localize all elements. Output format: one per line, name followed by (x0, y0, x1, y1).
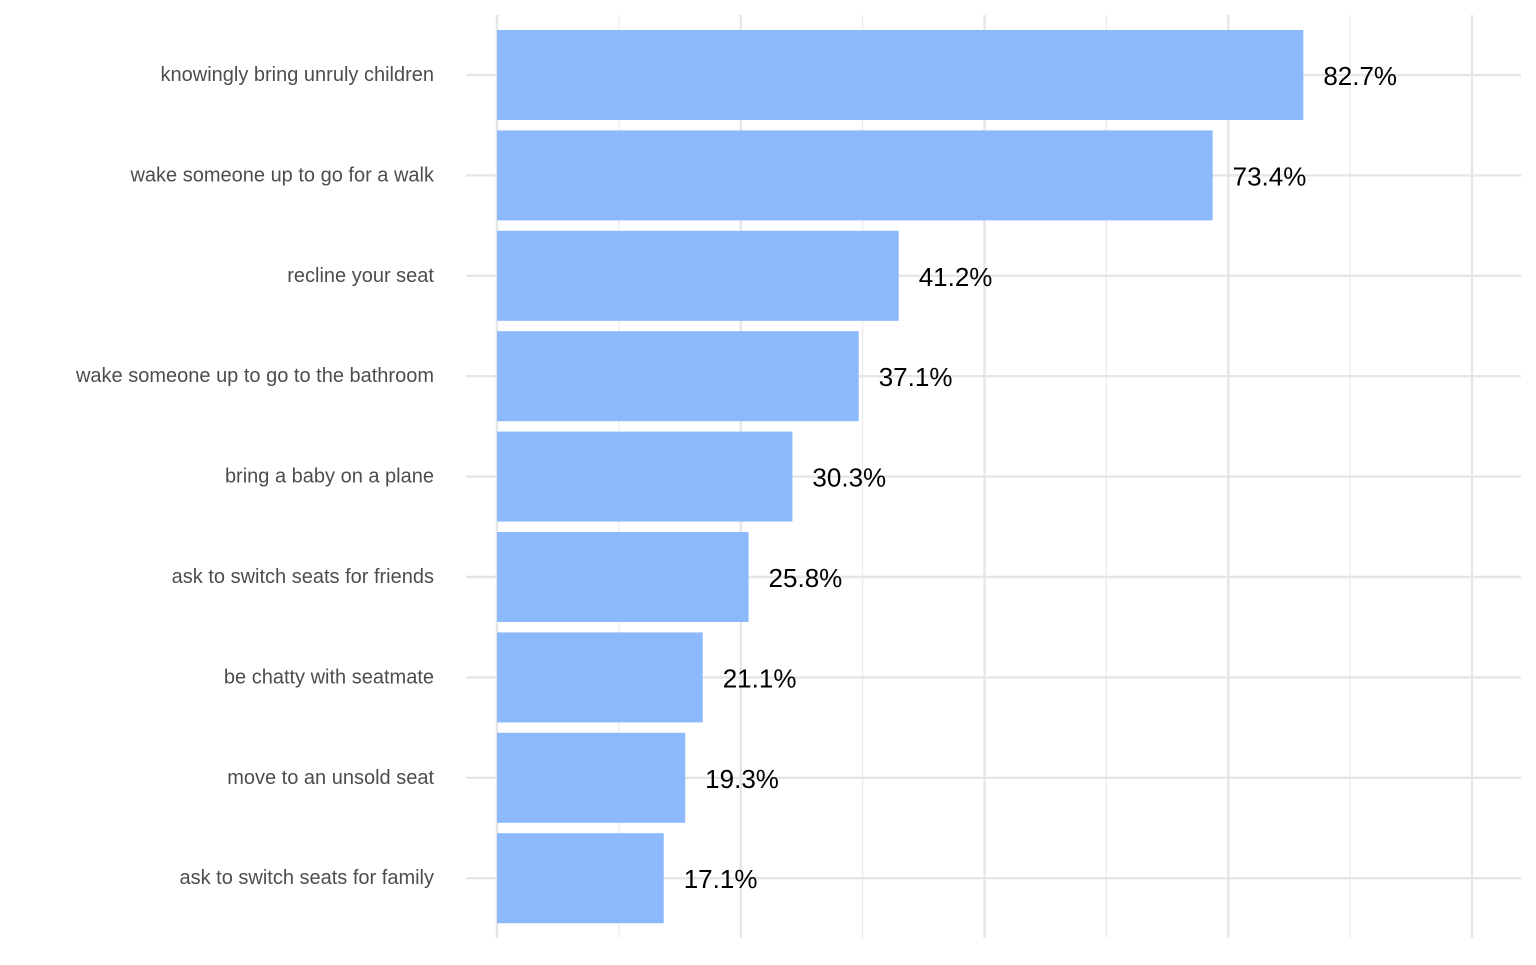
labels-layer: knowingly bring unruly children 82.7% wake… (75, 61, 1397, 894)
bars-layer (497, 30, 1304, 924)
bar (497, 632, 703, 723)
value-label: 25.8% (769, 563, 843, 593)
value-label: 21.1% (723, 663, 797, 693)
bar (497, 532, 749, 622)
value-label: 41.2% (919, 262, 993, 292)
bar (497, 331, 859, 422)
bar (497, 130, 1213, 221)
category-label: recline your seat (287, 265, 434, 287)
value-label: 82.7% (1323, 61, 1397, 91)
category-label: wake someone up to go to the bathroom (75, 365, 434, 387)
value-label: 17.1% (684, 864, 758, 894)
value-label: 19.3% (705, 764, 779, 794)
bar (497, 230, 899, 321)
category-label: ask to switch seats for friends (172, 566, 434, 588)
category-label: bring a baby on a plane (225, 466, 434, 488)
bar (497, 431, 793, 522)
category-label: knowingly bring unruly children (161, 64, 434, 86)
value-label: 30.3% (812, 463, 886, 493)
bar (497, 732, 686, 823)
category-label: ask to switch seats for family (179, 867, 434, 889)
category-label: be chatty with seatmate (224, 666, 434, 688)
value-label: 73.4% (1233, 161, 1307, 191)
value-label: 37.1% (879, 362, 953, 392)
bar (497, 833, 664, 924)
bar (497, 30, 1304, 120)
category-label: move to an unsold seat (227, 767, 434, 789)
category-label: wake someone up to go for a walk (129, 164, 435, 186)
